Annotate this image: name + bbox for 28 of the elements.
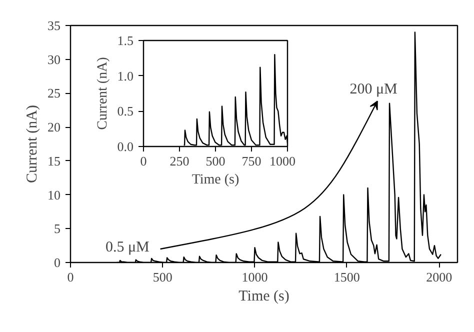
annotation: 0.5 μM xyxy=(105,240,150,256)
y-tick-label: 10 xyxy=(48,187,60,202)
y-tick-label: 15 xyxy=(48,153,60,168)
x-axis-title: Time (s) xyxy=(192,172,240,188)
y-tick-label: 30 xyxy=(48,52,60,67)
y-axis-title: Current (nA) xyxy=(95,56,110,130)
x-tick-label: 0 xyxy=(140,154,147,168)
x-tick-label: 0 xyxy=(67,270,74,284)
y-tick-label: 1.0 xyxy=(117,68,134,84)
x-tick-label: 750 xyxy=(242,154,262,168)
y-tick-label: 1.5 xyxy=(117,33,134,48)
x-tick-label: 1000 xyxy=(242,270,268,284)
x-tick-label: 250 xyxy=(170,154,190,168)
y-tick-label: 5 xyxy=(54,221,60,236)
y-tick-label: 0.0 xyxy=(117,139,134,154)
y-tick-label: 20 xyxy=(48,120,60,135)
y-tick-label: 25 xyxy=(48,86,60,101)
y-axis-title: Current (nA) xyxy=(24,105,40,183)
x-tick-label: 1500 xyxy=(334,270,360,284)
y-tick-label: 0.5 xyxy=(117,104,134,119)
x-tick-label: 1000 xyxy=(270,154,296,168)
x-axis-title: Time (s) xyxy=(238,288,290,304)
x-tick-label: 500 xyxy=(206,154,226,168)
annotation: 200 μM xyxy=(350,81,398,98)
x-tick-label: 2000 xyxy=(426,270,452,284)
x-tick-label: 500 xyxy=(152,270,172,284)
y-tick-label: 0 xyxy=(54,255,60,270)
y-tick-label: 35 xyxy=(48,18,60,33)
